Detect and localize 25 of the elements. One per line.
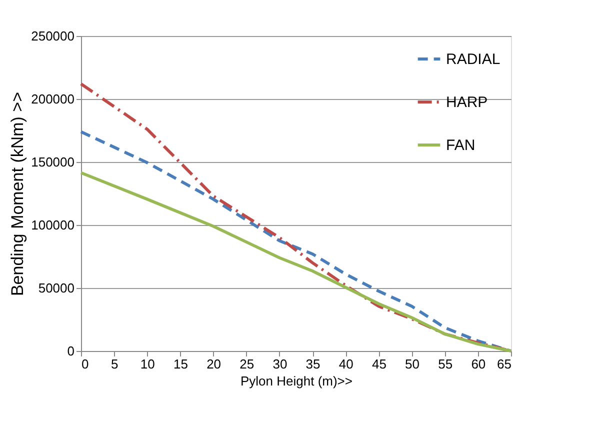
x-tick-label: 40 [338,356,354,372]
x-tick-label: 50 [405,356,420,372]
x-tick-label: 30 [272,356,288,372]
y-tick-label: 150000 [31,154,74,170]
legend-label: HARP [446,94,488,111]
y-tick-label: 0 [67,344,74,358]
y-axis-title: Bending Moment (kNm) >> [8,92,28,296]
y-tick-label: 200000 [31,92,74,106]
y-tick-label: 100000 [31,218,74,232]
x-tick-label: 25 [240,356,254,372]
x-axis-title: Pylon Height (m)>> [240,374,352,388]
y-tick-label: 250000 [31,28,74,44]
x-tick-label: 15 [173,356,188,372]
y-tick-label: 50000 [38,280,74,296]
x-tick-label: 55 [438,356,453,372]
x-tick-label: 60 [471,356,486,372]
legend-label: FAN [446,137,476,154]
x-tick-label: 5 [110,356,118,372]
x-tick-label: 35 [306,356,320,372]
x-tick-label: 65 [497,356,512,372]
x-tick-label: 20 [206,356,222,372]
x-tick-label: 10 [140,356,155,372]
legend-label: RADIAL [446,51,500,68]
x-tick-label: 0 [82,356,89,372]
x-tick-label: 45 [372,356,386,372]
